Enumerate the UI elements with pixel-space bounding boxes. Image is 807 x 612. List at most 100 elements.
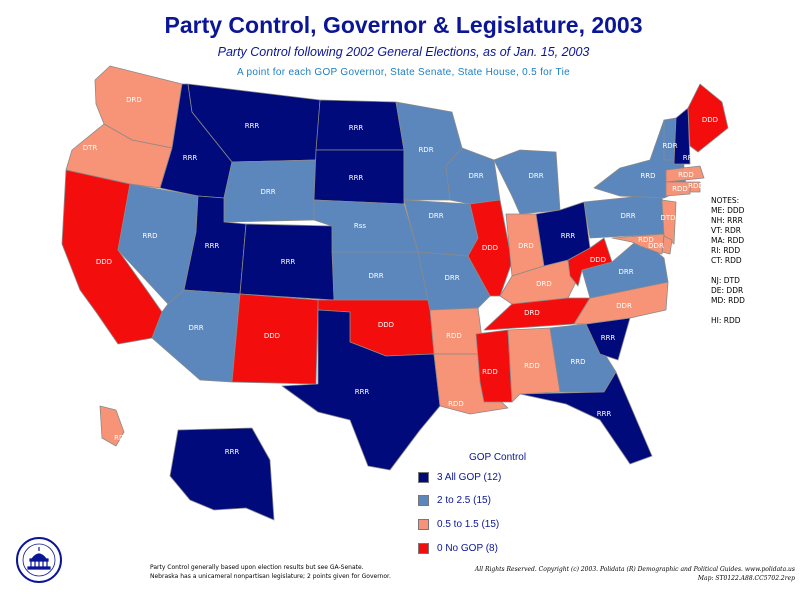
state-ct [665,181,691,197]
state-label-oh: RRR [561,232,576,240]
state-label-hi: RDD [114,434,130,442]
polidata-seal-logo [16,537,62,583]
legend-label: 3 All GOP (12) [437,471,502,483]
state-label-ca: DDD [96,258,112,266]
state-wy [223,159,317,223]
state-label-ga: RRD [570,358,585,366]
state-label-az: DRR [188,324,203,332]
state-tx [281,309,441,471]
state-label-mo: DRR [444,274,459,282]
footnote-line-2: Nebraska has a unicameral nonpartisan le… [150,573,391,580]
state-label-al: RDD [524,362,540,370]
labels-layer: DRD DTR DDD RRD RRR RRR DRR RRR RRR DRR DDD RRR RRR R… [83,96,718,456]
state-ms [475,329,513,403]
state-label-nc: DDR [616,302,632,310]
state-label-ma: RDD [678,171,694,179]
state-hi [99,405,125,447]
state-al [507,327,561,403]
state-fl [519,371,653,465]
note-ri: RI: RDD [711,246,741,255]
state-label-il: DDD [482,244,498,252]
state-label-nm: DDD [264,332,280,340]
state-label-ut: RRR [205,242,220,250]
state-label-ky: DRD [536,280,552,288]
state-label-in: DRD [518,242,534,250]
state-md [611,233,665,255]
state-label-nj: DTD [660,214,675,222]
page-subtitle: Party Control following 2002 General Ele… [217,45,590,59]
state-label-nd: RRR [349,124,364,132]
note-nj: NJ: DTD [711,276,740,285]
note-vt: VT: RDR [711,226,741,235]
state-label-ny: RRD [640,172,655,180]
state-label-ar: RDD [446,332,462,340]
state-label-or: DTR [83,144,98,152]
note-ct: CT: RDD [711,256,742,265]
legend-label: 2 to 2.5 (15) [437,494,491,506]
state-ma [665,165,705,183]
state-label-ok: DDD [378,321,394,329]
state-il [467,199,513,297]
state-oh [535,201,591,267]
note-de: DE: DDR [711,286,744,295]
state-label-sd: RRR [349,174,364,182]
state-label-va: DRR [618,268,633,276]
state-label-wy: DRR [260,188,275,196]
state-label-de: DDR [648,242,664,250]
state-label-nh: RRR [683,154,698,162]
state-label-ia: DRR [428,212,443,220]
legend-label: 0.5 to 1.5 (15) [437,518,500,530]
state-label-la: RDD [448,400,464,408]
state-label-ms: RDD [482,368,498,376]
note-md: MD: RDD [711,296,745,305]
page-title: Party Control, Governor & Legislature, 2… [164,12,643,38]
state-mo [417,251,491,311]
note-me: ME: DDD [711,206,745,215]
state-az [151,289,241,383]
state-mi [493,149,561,215]
footnote-line-1: Party Control generally based upon elect… [150,564,364,571]
state-label-nv: RRD [142,232,157,240]
state-label-tx: RRR [355,388,370,396]
note-ma: MA: RDD [711,236,745,245]
legend-swatch [418,494,429,506]
notes-panel: NOTES: ME: DDD NH: RRR VT: RDR MA: RDD R… [711,196,745,326]
state-label-mn: RDR [418,146,433,154]
state-label-vt: RDR [662,142,677,150]
footnote: Party Control generally based upon elect… [150,563,391,581]
copyright-line-1: All Rights Reserved. Copyright (c) 2003.… [474,566,795,573]
state-label-sc: RRR [601,334,616,342]
state-label-wa: DRD [126,96,142,104]
legend-label: 0 No GOP (8) [437,542,498,554]
state-label-tn: DRD [524,309,540,317]
note-hi: HI: RDD [711,316,741,325]
state-label-wv: DDD [590,256,606,264]
legend-swatch [418,518,429,530]
state-label-ks: DRR [368,272,383,280]
state-label-fl: RRR [597,410,612,418]
state-nj [661,199,677,245]
states-layer [61,65,729,521]
notes-heading: NOTES: [711,196,740,205]
legend-item-gop-05-15: 0.5 to 1.5 (15) [418,517,499,531]
state-label-id: RRR [183,154,198,162]
state-or [65,123,173,189]
state-nh [673,107,691,165]
state-me [687,83,729,153]
legend-swatch [418,542,429,554]
state-label-co: RRR [281,258,296,266]
state-label-mi: DRR [528,172,543,180]
state-label-wi: DRR [468,172,483,180]
scoring-note: A point for each GOP Governor, State Sen… [237,67,570,78]
legend-item-gop-2-25: 2 to 2.5 (15) [418,493,491,507]
state-label-mt: RRR [245,122,260,130]
legend-title: GOP Control [469,452,527,463]
state-ak [169,427,275,521]
legend-swatch [418,471,429,483]
state-label-ri: RDD [688,182,704,190]
state-label-ne: Rss [354,222,367,230]
copyright: All Rights Reserved. Copyright (c) 2003.… [468,565,795,583]
state-label-md: RDD [638,236,654,244]
state-wv [567,237,613,287]
map-id: Map: ST0122.A88.CC5702.2rep [697,575,795,582]
